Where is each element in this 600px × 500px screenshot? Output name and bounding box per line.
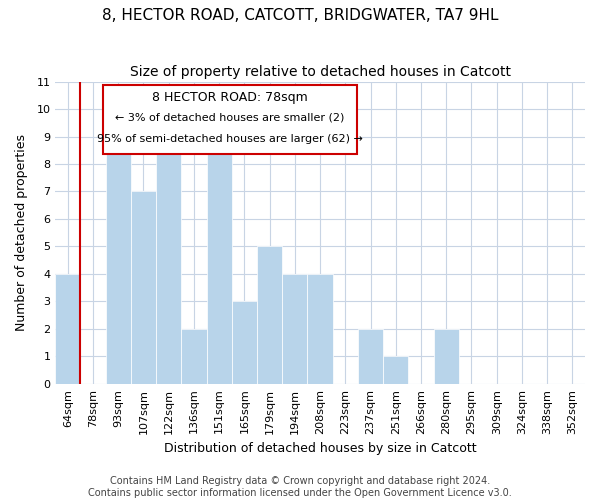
Title: Size of property relative to detached houses in Catcott: Size of property relative to detached ho…	[130, 65, 511, 79]
Bar	[257, 246, 282, 384]
Text: 8, HECTOR ROAD, CATCOTT, BRIDGWATER, TA7 9HL: 8, HECTOR ROAD, CATCOTT, BRIDGWATER, TA7…	[102, 8, 498, 22]
Bar	[434, 329, 459, 384]
Bar	[181, 329, 206, 384]
Text: 95% of semi-detached houses are larger (62) →: 95% of semi-detached houses are larger (…	[97, 134, 363, 144]
Bar	[106, 136, 131, 384]
Text: Contains HM Land Registry data © Crown copyright and database right 2024.
Contai: Contains HM Land Registry data © Crown c…	[88, 476, 512, 498]
Bar	[383, 356, 409, 384]
Text: ← 3% of detached houses are smaller (2): ← 3% of detached houses are smaller (2)	[115, 113, 345, 123]
Bar	[358, 329, 383, 384]
Bar	[307, 274, 333, 384]
Bar	[206, 136, 232, 384]
Bar	[232, 302, 257, 384]
Bar	[282, 274, 307, 384]
Y-axis label: Number of detached properties: Number of detached properties	[15, 134, 28, 331]
Bar	[131, 192, 156, 384]
Bar	[156, 136, 181, 384]
FancyBboxPatch shape	[103, 84, 357, 154]
Bar	[55, 274, 80, 384]
Text: 8 HECTOR ROAD: 78sqm: 8 HECTOR ROAD: 78sqm	[152, 90, 308, 104]
X-axis label: Distribution of detached houses by size in Catcott: Distribution of detached houses by size …	[164, 442, 476, 455]
